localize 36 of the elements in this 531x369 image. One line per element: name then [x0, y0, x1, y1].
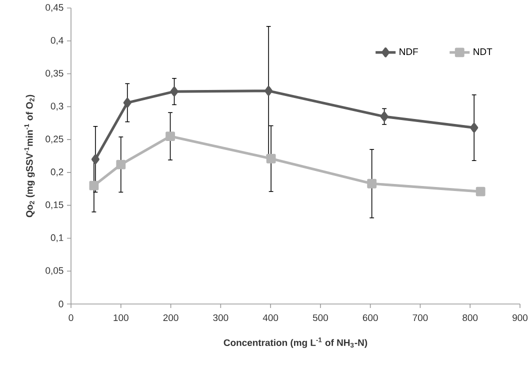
x-tick-label: 200: [163, 314, 178, 322]
y-tick-label: 0: [58, 300, 64, 308]
legend-label: NDT: [474, 48, 492, 55]
point: [166, 132, 175, 141]
point: [91, 154, 100, 164]
y-tick-label: 0,25: [46, 136, 64, 144]
x-tick-label: 400: [262, 314, 278, 322]
x-tick-label: 700: [412, 314, 428, 322]
point: [380, 112, 388, 122]
point: [266, 154, 276, 164]
x-tick-label: 600: [362, 314, 378, 322]
y-tick-label: 0,3: [50, 102, 64, 111]
x-tick-label: 900: [512, 314, 528, 322]
y-tick-label: 0,45: [46, 4, 64, 12]
point: [367, 178, 377, 188]
x-tick-label: 0: [68, 314, 74, 322]
point: [116, 160, 126, 170]
y-tick-label: 0,2: [50, 168, 64, 176]
y-tick-label: 0,35: [46, 70, 64, 78]
legend-label: NDF: [400, 48, 418, 55]
point: [123, 98, 132, 108]
y-tick-label: 0,4: [50, 36, 64, 45]
point: [170, 86, 178, 96]
point: [264, 86, 273, 96]
y-tick-label: 0,15: [46, 201, 64, 210]
x-axis-title: Concentration (mg L$^{-1}$ of NH$_{3}$-N): [224, 338, 368, 348]
point: [470, 122, 478, 133]
y-tick-label: 0,1: [50, 234, 64, 242]
point: [476, 186, 486, 196]
y-tick-label: 0,05: [46, 267, 64, 276]
x-tick-label: 800: [462, 314, 478, 322]
x-tick-label: 100: [114, 314, 128, 322]
x-tick-label: 500: [312, 314, 328, 322]
point: [89, 180, 99, 190]
x-tick-label: 300: [213, 314, 228, 322]
text: Qo$_{2}$ (mg gSSV$^{-1}$min$^{-1}$ of O$_{2}$): [24, 94, 35, 218]
